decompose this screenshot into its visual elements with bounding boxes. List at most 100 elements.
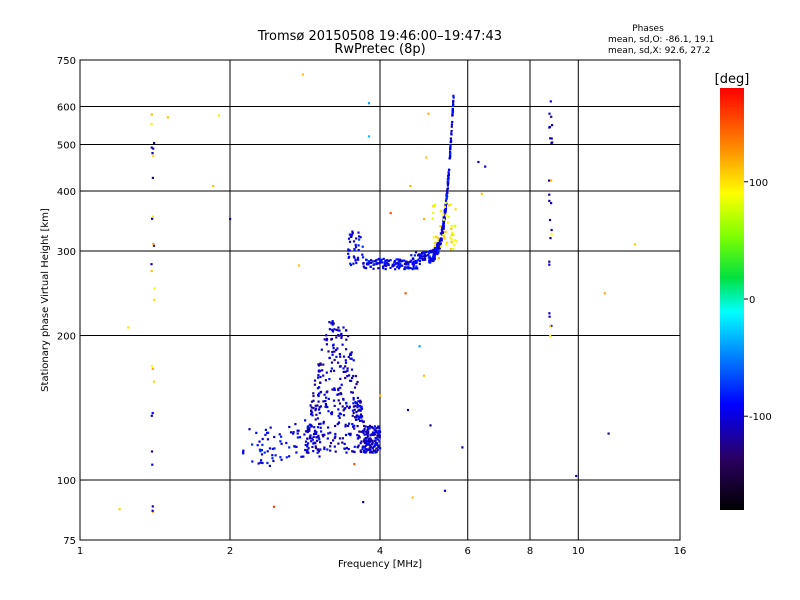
data-point xyxy=(328,356,331,359)
data-point xyxy=(548,179,551,182)
data-point xyxy=(384,263,387,266)
data-point xyxy=(347,256,350,259)
data-point xyxy=(316,426,320,429)
data-point xyxy=(329,442,333,445)
data-point xyxy=(322,422,325,425)
data-point xyxy=(440,237,443,240)
data-point xyxy=(374,451,377,454)
data-point xyxy=(304,443,307,447)
data-point xyxy=(424,253,427,256)
data-point xyxy=(351,414,354,417)
data-point xyxy=(326,406,329,409)
data-point xyxy=(352,240,356,243)
data-point xyxy=(461,446,464,449)
data-point xyxy=(316,404,319,407)
data-point xyxy=(358,408,361,411)
data-point xyxy=(450,224,453,228)
data-point xyxy=(366,441,369,444)
data-point xyxy=(318,455,321,458)
data-point xyxy=(440,228,443,231)
data-point xyxy=(389,212,392,215)
data-point xyxy=(382,257,385,260)
data-point xyxy=(333,387,336,390)
data-point xyxy=(297,264,301,267)
data-point xyxy=(326,390,329,393)
data-point xyxy=(411,496,414,499)
data-point xyxy=(368,426,371,430)
data-point xyxy=(438,242,441,245)
data-point xyxy=(371,431,375,434)
data-point xyxy=(430,259,433,262)
data-point xyxy=(450,233,453,237)
data-point xyxy=(384,268,387,271)
data-point xyxy=(376,426,379,429)
data-point xyxy=(346,369,349,372)
data-point xyxy=(446,179,449,183)
data-point xyxy=(354,416,357,419)
data-point xyxy=(378,440,381,443)
colorbar-tick-label: 100 xyxy=(749,178,768,189)
data-point xyxy=(368,424,372,427)
data-point xyxy=(409,266,412,270)
data-point xyxy=(445,243,448,246)
data-point xyxy=(449,155,452,158)
data-point xyxy=(330,361,334,364)
data-point xyxy=(151,217,154,220)
data-point xyxy=(318,408,321,411)
data-point xyxy=(384,259,387,262)
data-point xyxy=(260,449,263,452)
data-point xyxy=(332,347,335,350)
data-point xyxy=(319,405,322,408)
data-point xyxy=(344,425,347,428)
data-point xyxy=(285,441,288,445)
data-point xyxy=(152,154,155,157)
data-point xyxy=(314,442,317,445)
data-point xyxy=(430,251,433,254)
data-point xyxy=(317,434,320,437)
data-point xyxy=(549,137,552,140)
data-point xyxy=(356,256,360,259)
data-point xyxy=(150,113,153,116)
data-point xyxy=(447,168,451,171)
data-point xyxy=(325,337,329,340)
data-point xyxy=(327,410,330,413)
data-point xyxy=(328,321,331,324)
data-point xyxy=(345,446,348,450)
data-point xyxy=(350,235,353,238)
data-point xyxy=(432,258,435,261)
data-point xyxy=(344,376,347,380)
data-point xyxy=(263,451,266,454)
data-point xyxy=(351,233,354,236)
data-point xyxy=(304,448,307,452)
data-point xyxy=(445,193,448,196)
data-point xyxy=(550,202,553,205)
data-point xyxy=(439,210,442,213)
data-point xyxy=(548,315,551,318)
data-point xyxy=(411,268,414,271)
data-point xyxy=(404,266,407,270)
data-point xyxy=(321,369,324,372)
data-point xyxy=(260,459,263,462)
data-point xyxy=(393,259,396,263)
data-point xyxy=(366,432,369,435)
data-point xyxy=(364,425,367,428)
data-point xyxy=(380,258,383,261)
data-point xyxy=(150,146,153,149)
data-point xyxy=(367,261,370,264)
data-point xyxy=(328,378,331,381)
data-point xyxy=(315,436,318,439)
x-tick-label: 16 xyxy=(674,546,687,557)
data-point xyxy=(318,412,321,415)
data-points xyxy=(118,73,637,513)
data-point xyxy=(435,249,438,252)
data-point xyxy=(331,353,334,356)
data-point xyxy=(325,334,328,337)
data-point xyxy=(362,420,365,423)
data-point xyxy=(433,254,436,258)
data-point xyxy=(330,338,333,341)
data-point xyxy=(428,251,431,254)
data-point xyxy=(306,451,309,454)
data-point xyxy=(348,233,351,236)
data-point xyxy=(314,418,317,421)
data-point xyxy=(399,264,402,267)
